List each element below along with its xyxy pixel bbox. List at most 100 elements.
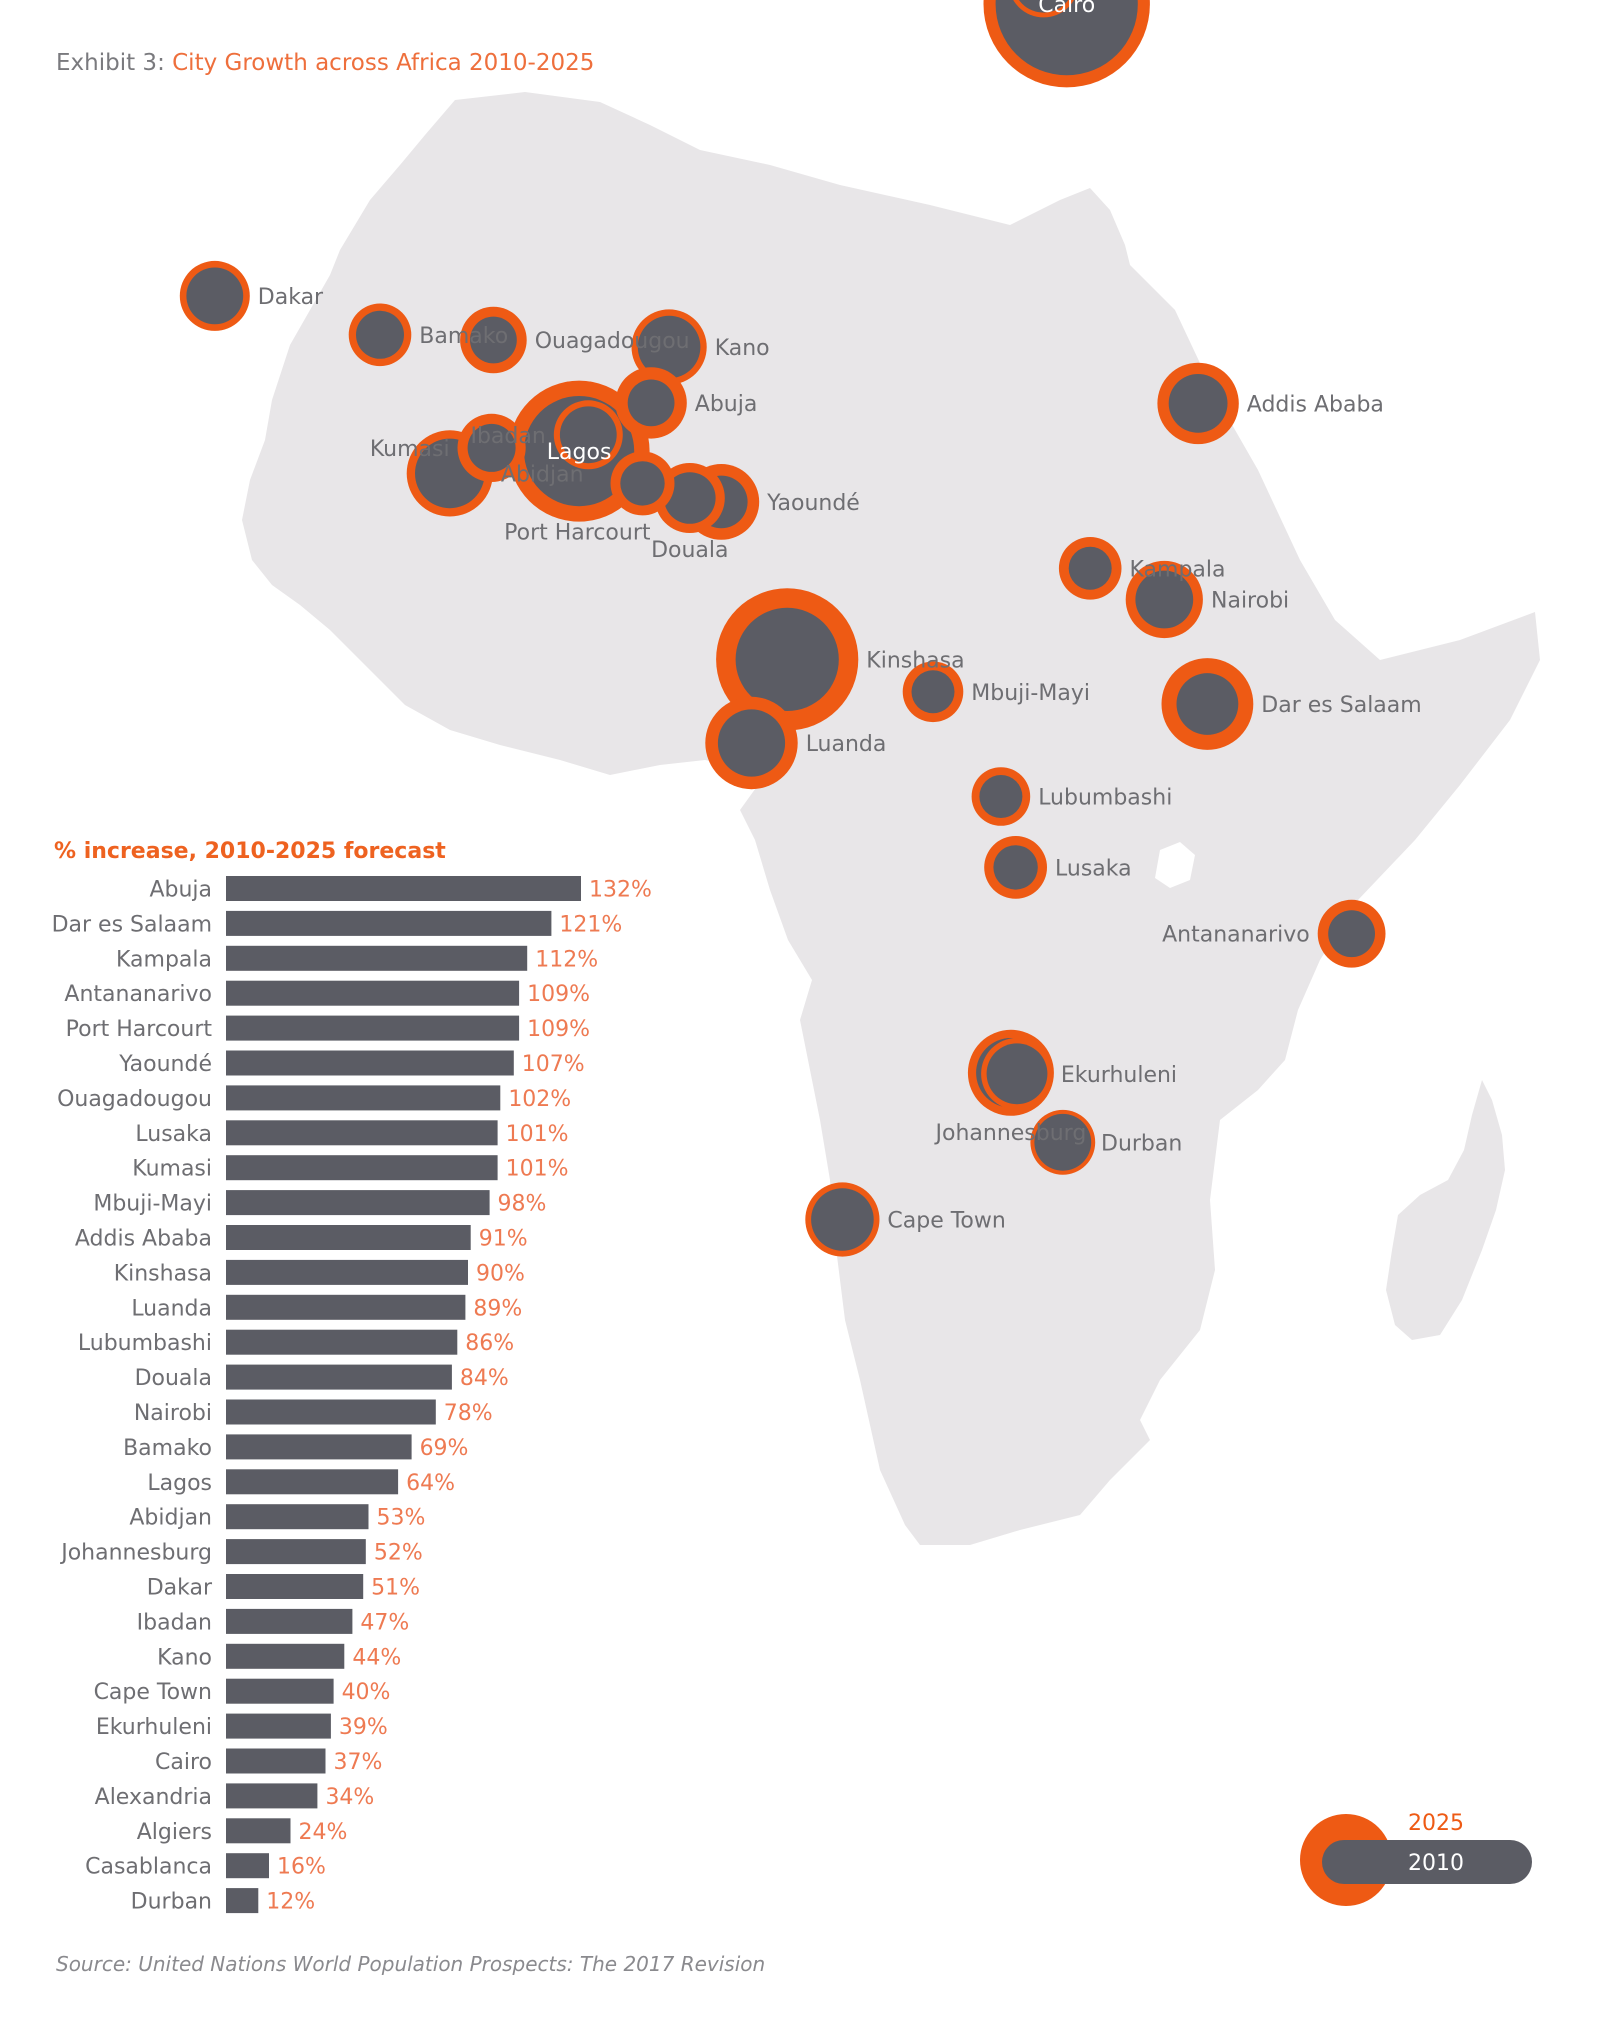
bubble-2010 [735,607,839,712]
city-label: Yaoundé [766,491,860,516]
bar-category-label: Douala [135,1366,212,1391]
city-label: Mbuji-Mayi [971,681,1090,706]
bar-category-label: Yaoundé [118,1052,212,1077]
lake-victoria-shape [1155,842,1195,888]
bar [226,910,552,936]
city-label: Durban [1101,1131,1182,1156]
bar-category-label: Port Harcourt [66,1017,213,1042]
bar-value-label: 24% [299,1820,348,1845]
bar-category-label: Ibadan [137,1610,212,1635]
bar-category-label: Ekurhuleni [96,1715,212,1740]
bar-value-label: 107% [522,1052,585,1077]
bar-value-label: 98% [498,1192,547,1217]
bar-category-label: Bamako [123,1436,212,1461]
bar-category-label: Antananarivo [64,982,212,1007]
bar [226,1713,331,1739]
city-label: Johannesburg [934,1121,1087,1146]
bar-category-label: Dar es Salaam [52,912,212,937]
bar-category-label: Alexandria [95,1785,212,1810]
bar-category-label: Nairobi [134,1401,212,1426]
legend-label-2025: 2025 [1408,1811,1464,1836]
bar-value-label: 109% [527,982,590,1007]
bar-value-label: 34% [325,1785,374,1810]
bar [226,1643,345,1669]
bar [226,1259,468,1285]
bubble-2010 [979,775,1023,818]
bar-chart: % increase, 2010-2025 forecast Abuja 132% D… [52,839,652,1915]
city-label: Nairobi [1211,589,1289,614]
bar [226,1294,466,1320]
madagascar-shape [1386,1080,1505,1340]
bar-value-label: 90% [476,1261,525,1286]
bar-category-label: Kumasi [132,1157,212,1182]
city-label: Antananarivo [1162,923,1310,948]
africa-map-shape [242,92,1540,1545]
bar-category-label: Casablanca [85,1855,212,1880]
bar-category-label: Kinshasa [114,1261,212,1286]
bar-category-label: Johannesburg [59,1541,212,1566]
bar-value-label: 40% [342,1680,391,1705]
legend: 2025 2010 [1300,1811,1532,1906]
bubble-2010 [470,316,517,364]
city-label: Ekurhuleni [1061,1063,1177,1088]
city-label: Ibadan [470,424,545,449]
bar-value-label: 47% [360,1610,409,1635]
bar-value-label: 78% [444,1401,493,1426]
bar [226,1608,353,1634]
bubble-2010 [717,709,786,777]
bar-category-label: Lusaka [135,1122,212,1147]
bar-value-label: 69% [420,1436,469,1461]
bar-category-label: Cairo [155,1750,212,1775]
city-label: Lagos [547,440,612,465]
city-label: Dar es Salaam [1261,693,1421,718]
bar-category-label: Algiers [137,1820,212,1845]
city-label: Kampala [1130,557,1226,582]
bar [226,1329,458,1355]
bar [226,1155,498,1181]
bar-value-label: 132% [589,878,652,903]
city-label: Cairo [1038,0,1095,18]
bar [226,1783,318,1809]
bar [226,1504,369,1530]
bar-value-label: 12% [266,1890,315,1915]
city-label: Bamako [419,324,508,349]
bar-value-label: 39% [339,1715,388,1740]
bar-category-label: Kampala [116,947,212,972]
bar [226,1888,259,1914]
bar-value-label: 64% [406,1471,455,1496]
city-bubbles: AlgiersCasablancaAlexandriaCairoDakarBam… [179,0,1422,1257]
bar-value-label: 52% [374,1541,423,1566]
city-label: Addis Ababa [1247,392,1384,417]
bar-value-label: 91% [479,1227,528,1252]
bar-category-label: Lagos [147,1471,212,1496]
bubble-2010 [1135,570,1194,629]
bubble-2010 [186,267,244,325]
bubble-2010 [1176,673,1239,735]
bar-value-label: 44% [352,1645,401,1670]
city-label: Abuja [695,392,758,417]
city-label: Abidjan [501,462,584,487]
bubble-2010 [467,423,516,472]
bar [226,945,528,971]
city-label: Douala [651,538,728,563]
bar-value-label: 53% [377,1506,426,1531]
city-label: Ouagadougou [535,329,690,354]
bar-category-label: Kano [157,1645,212,1670]
bubble-2010 [356,310,404,359]
bar [226,980,520,1006]
bar-category-label: Cape Town [94,1680,212,1705]
bar [226,1399,436,1425]
bar-category-label: Abidjan [129,1506,212,1531]
bar [226,1120,498,1146]
bar [226,1574,364,1599]
bubble-2010 [811,1188,874,1251]
bubble-2010 [1018,0,1069,13]
bar-category-label: Lubumbashi [78,1331,212,1356]
bar-value-label: 86% [465,1331,514,1356]
city-label: Lusaka [1055,856,1132,881]
city-label: Kinshasa [866,648,964,673]
bubble-2010 [627,379,675,427]
bar [226,1190,490,1216]
